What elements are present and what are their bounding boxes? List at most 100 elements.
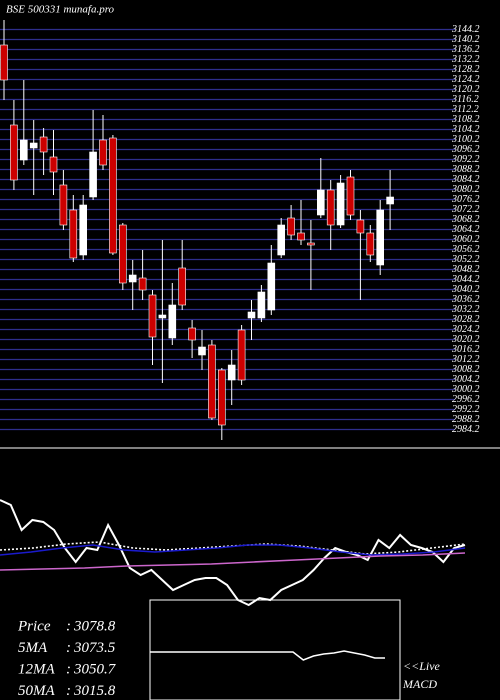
candle-body <box>227 364 236 381</box>
candle-body <box>168 304 177 339</box>
macd-label: <<Live <box>403 659 441 673</box>
chart-title: BSE 500331 munafa.pro <box>6 4 115 16</box>
y-tick-label: 3124.2 <box>451 74 480 85</box>
y-tick-label: 3104.2 <box>451 124 480 135</box>
candle-body <box>237 329 246 381</box>
candle-body <box>89 151 97 198</box>
y-tick-label: 3048.2 <box>451 264 480 275</box>
indicator-line <box>0 552 466 571</box>
y-tick-label: 3032.2 <box>451 304 480 315</box>
y-tick-label: 3108.2 <box>451 114 480 125</box>
candle-body <box>336 182 345 226</box>
y-tick-label: 3020.2 <box>451 334 480 345</box>
candle-body <box>297 232 305 241</box>
candle-body <box>247 311 256 319</box>
candle-body <box>49 156 58 173</box>
macd-box <box>149 599 401 700</box>
y-tick-label: 3116.2 <box>451 94 479 105</box>
candle-body <box>218 369 226 426</box>
y-tick-label: 3144.2 <box>451 24 480 35</box>
y-tick-label: 3088.2 <box>451 164 480 175</box>
candle-body <box>59 184 68 226</box>
y-tick-label: 3060.2 <box>451 234 480 245</box>
info-value: 3015.8 <box>73 683 116 699</box>
y-tick-label: 3024.2 <box>451 324 480 335</box>
info-sep: : <box>66 683 71 699</box>
y-tick-label: 3016.2 <box>451 344 480 355</box>
y-tick-label: 3008.2 <box>451 364 480 375</box>
info-label: 5MA <box>18 640 48 656</box>
y-tick-label: 3004.2 <box>451 374 480 385</box>
macd-label: MACD <box>402 677 437 691</box>
y-tick-label: 3068.2 <box>451 214 480 225</box>
candle-body <box>158 314 167 319</box>
y-tick-label: 3128.2 <box>451 64 480 75</box>
info-value: 3073.5 <box>73 640 116 656</box>
candle-body <box>99 139 107 166</box>
candle-body <box>376 209 385 266</box>
y-tick-label: 3100.2 <box>451 134 480 145</box>
info-value: 3078.8 <box>73 618 116 634</box>
candle-body <box>346 176 355 216</box>
info-value: 3050.7 <box>73 661 117 677</box>
candle-body <box>326 189 335 226</box>
y-tick-label: 3036.2 <box>451 294 480 305</box>
info-label: 12MA <box>18 661 55 677</box>
candle-body <box>128 274 137 283</box>
info-sep: : <box>66 661 71 677</box>
y-tick-label: 3012.2 <box>451 354 480 365</box>
indicator-line <box>0 499 466 607</box>
y-tick-label: 3044.2 <box>451 274 480 285</box>
candle-body <box>198 346 206 356</box>
candle-body <box>109 137 117 254</box>
candle-body <box>267 262 276 311</box>
y-tick-label: 3112.2 <box>451 104 479 115</box>
macd-line <box>150 650 385 661</box>
candle-body <box>148 294 157 338</box>
candle-body <box>0 44 8 81</box>
candle-body <box>287 217 295 236</box>
candle-body <box>188 327 196 341</box>
info-sep: : <box>66 618 71 634</box>
candle-body <box>208 344 216 419</box>
y-tick-label: 3052.2 <box>451 254 480 265</box>
y-tick-label: 3096.2 <box>451 144 480 155</box>
y-tick-label: 3140.2 <box>451 34 480 45</box>
y-tick-label: 3120.2 <box>451 84 480 95</box>
candle-body <box>366 232 375 256</box>
y-tick-label: 3064.2 <box>451 224 480 235</box>
y-tick-label: 3084.2 <box>451 174 480 185</box>
candle-body <box>39 136 48 153</box>
info-label: Price <box>17 618 51 634</box>
y-tick-label: 3080.2 <box>451 184 480 195</box>
y-tick-label: 3028.2 <box>451 314 480 325</box>
candle-body <box>69 209 78 259</box>
candle-body <box>356 219 365 234</box>
y-tick-label: 3056.2 <box>451 244 480 255</box>
y-tick-label: 3132.2 <box>451 54 480 65</box>
y-tick-label: 3040.2 <box>451 284 480 295</box>
candle-body <box>10 124 18 181</box>
candle-body <box>277 224 286 256</box>
candle-body <box>307 242 315 246</box>
candle-body <box>119 224 127 284</box>
indicator-line <box>0 544 466 556</box>
candle-body <box>29 142 38 149</box>
info-label: 50MA <box>18 683 55 699</box>
candle-body <box>386 196 394 205</box>
y-tick-label: 2984.2 <box>452 424 480 435</box>
y-tick-label: 2996.2 <box>452 394 480 405</box>
y-tick-label: 3076.2 <box>451 194 480 205</box>
candle-body <box>79 204 87 256</box>
candle-body <box>178 267 186 306</box>
candle-body <box>257 291 266 319</box>
candle-body <box>316 189 325 216</box>
y-tick-label: 2988.2 <box>452 414 480 425</box>
y-tick-label: 3000.2 <box>451 384 480 395</box>
y-tick-label: 3136.2 <box>451 44 480 55</box>
y-tick-label: 2992.2 <box>452 404 480 415</box>
candle-body <box>138 277 147 291</box>
info-sep: : <box>66 640 71 656</box>
y-tick-label: 3092.2 <box>451 154 480 165</box>
